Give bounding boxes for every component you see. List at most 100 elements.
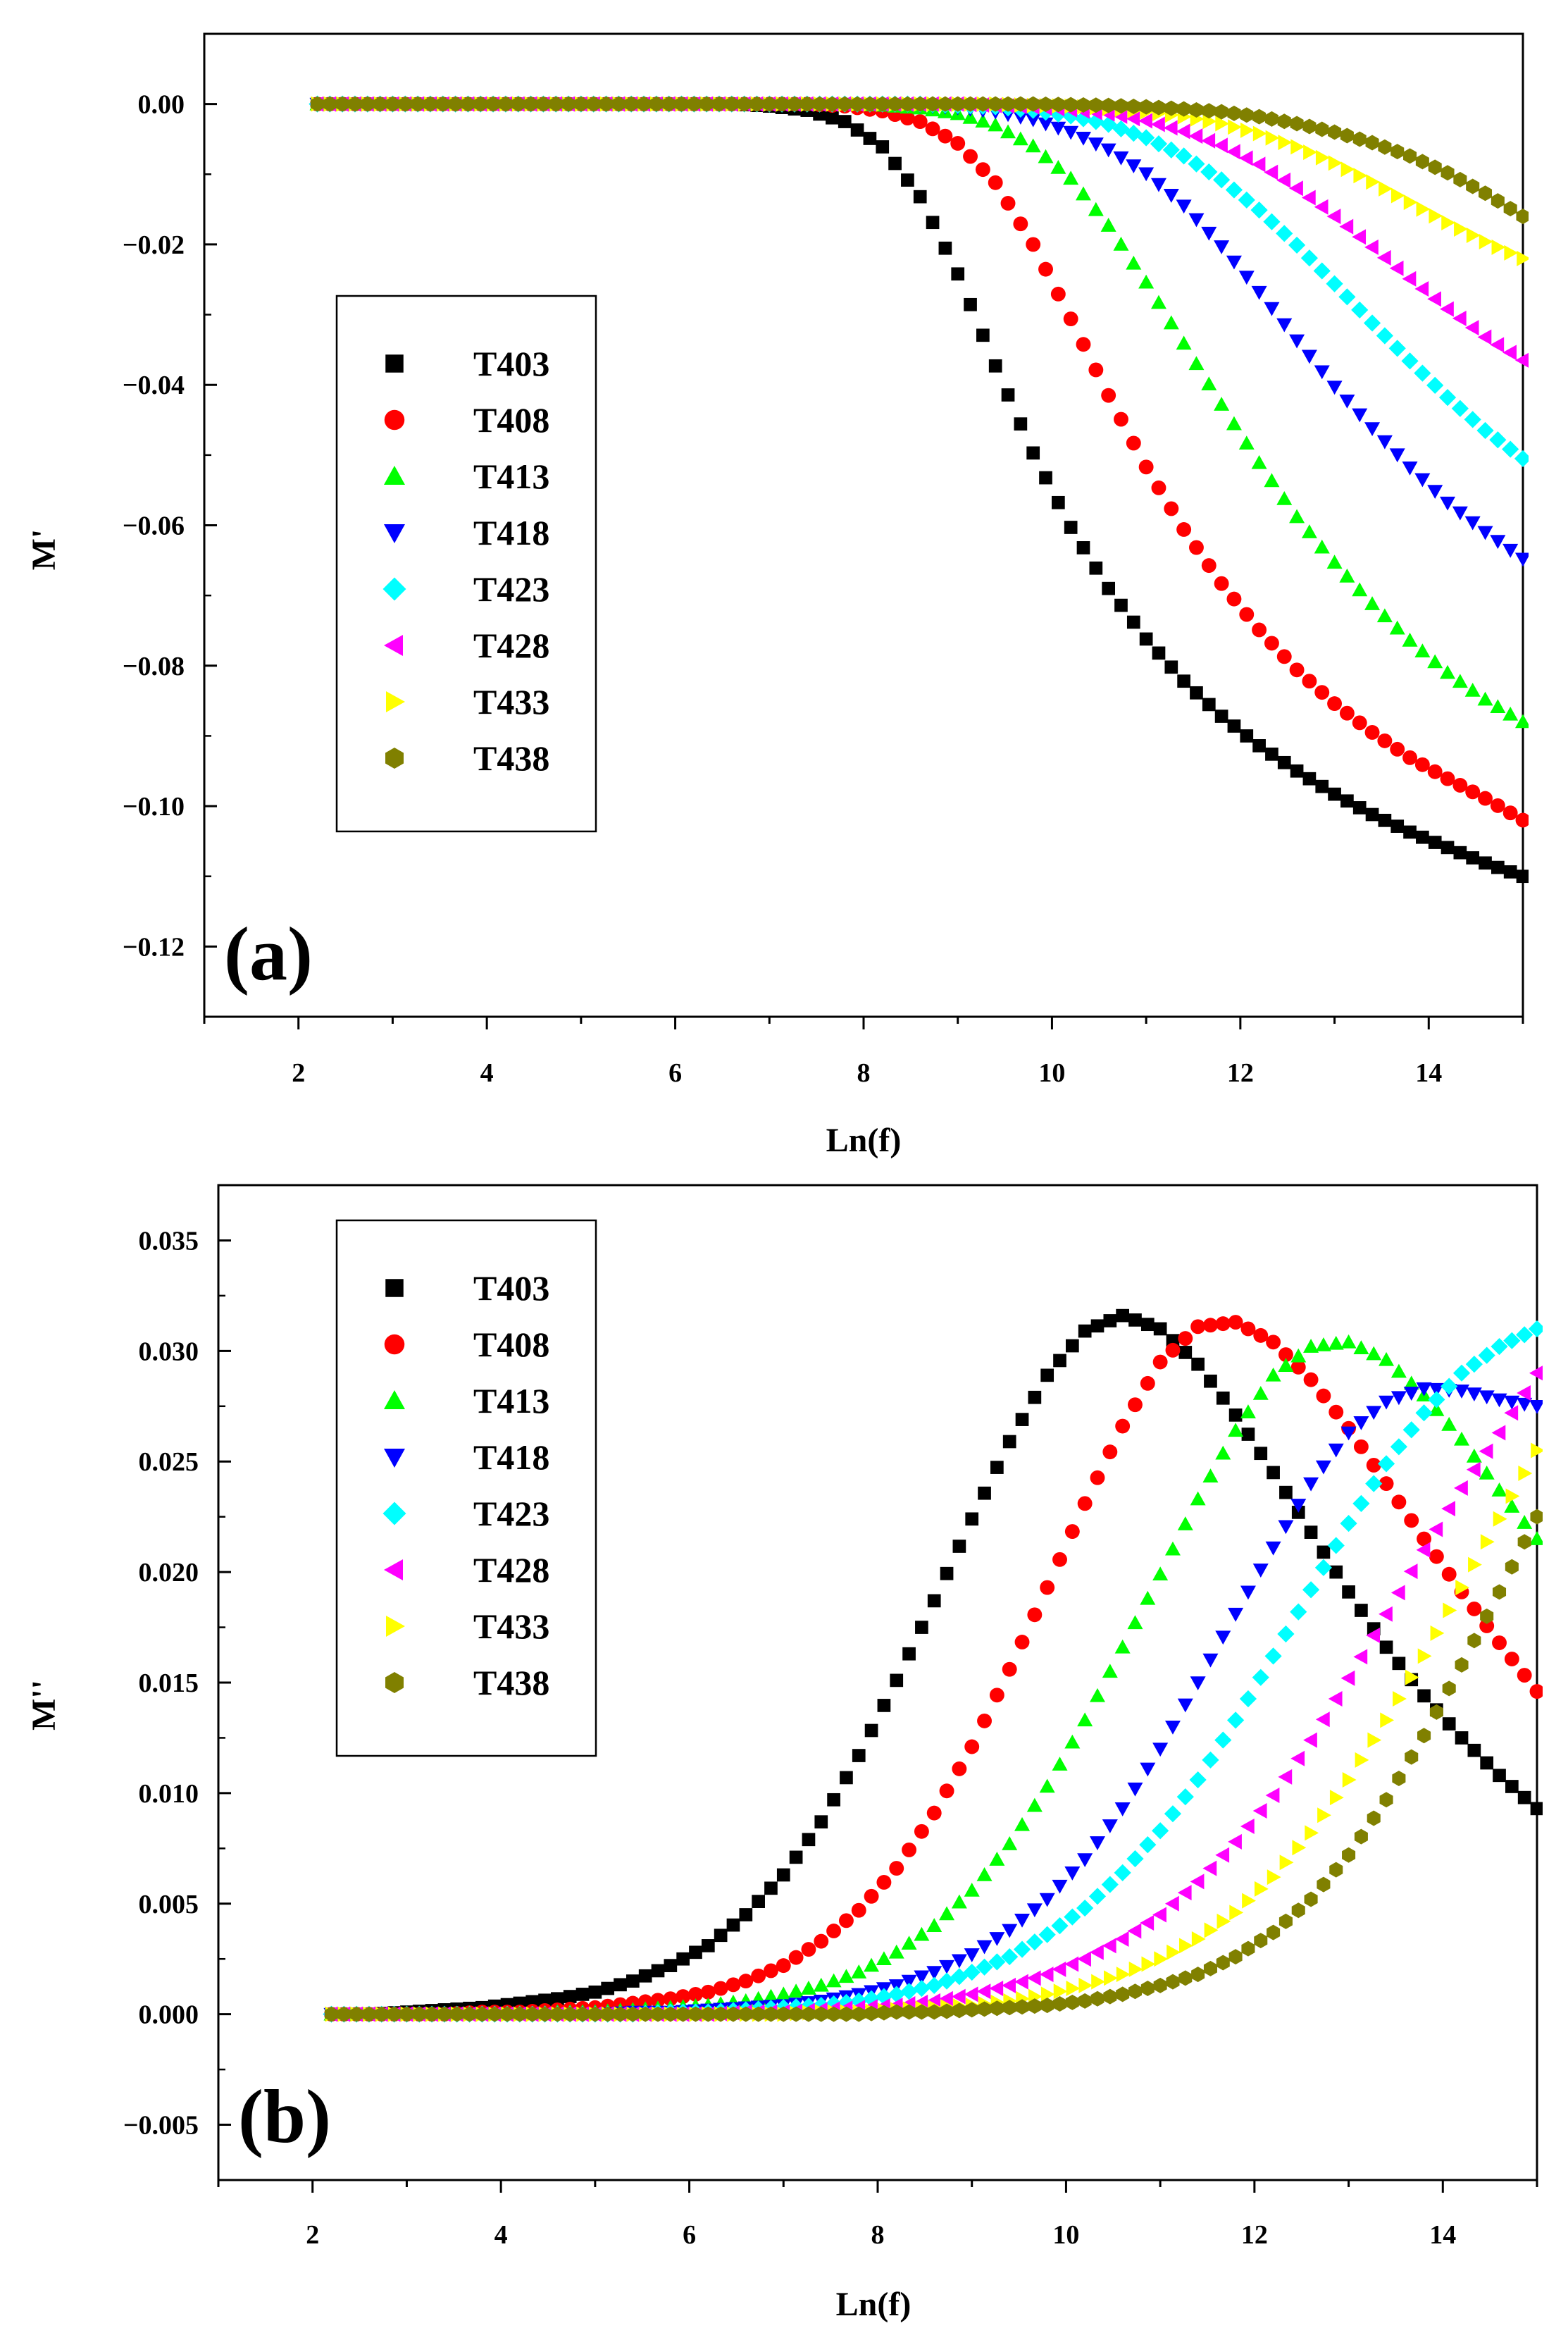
data-point bbox=[1490, 337, 1505, 353]
data-point bbox=[1289, 662, 1305, 678]
data-point bbox=[1175, 147, 1193, 165]
data-point bbox=[1026, 1933, 1043, 1951]
data-point bbox=[486, 96, 500, 112]
data-point bbox=[927, 1594, 941, 1608]
panel-a-legend-box bbox=[335, 295, 597, 833]
plot-area bbox=[323, 1308, 1543, 2023]
data-point bbox=[864, 1723, 878, 1738]
data-point bbox=[1502, 706, 1519, 721]
data-point bbox=[988, 96, 1002, 112]
data-point bbox=[1517, 1385, 1531, 1401]
data-point bbox=[1493, 1769, 1506, 1783]
data-point bbox=[914, 1970, 930, 1985]
x-tick-label: 2 bbox=[306, 2220, 319, 2250]
data-point bbox=[989, 1688, 1004, 1703]
data-point bbox=[1302, 772, 1317, 786]
data-point bbox=[1152, 1822, 1169, 1840]
data-point bbox=[1040, 1580, 1055, 1595]
legend-entry-T438: T438 bbox=[385, 1663, 549, 1702]
data-point bbox=[674, 96, 689, 112]
data-point bbox=[1163, 315, 1179, 330]
data-point bbox=[1315, 1711, 1330, 1728]
data-point bbox=[1352, 582, 1368, 597]
data-point bbox=[739, 1908, 753, 1921]
y-tick-label: 0.00 bbox=[138, 90, 185, 120]
data-point bbox=[1364, 422, 1381, 436]
data-point bbox=[1090, 1944, 1104, 1960]
data-point bbox=[1000, 124, 1016, 139]
data-point bbox=[1504, 1652, 1519, 1666]
data-point bbox=[1355, 1604, 1368, 1617]
data-point bbox=[1517, 1668, 1532, 1683]
data-point bbox=[1077, 1712, 1093, 1727]
data-point bbox=[951, 1988, 966, 2005]
data-point bbox=[1303, 1372, 1319, 1387]
data-point bbox=[373, 96, 387, 112]
data-point bbox=[1428, 836, 1442, 849]
data-point bbox=[1213, 171, 1231, 189]
data-point bbox=[1114, 1639, 1131, 1654]
panel-b-data-points bbox=[323, 1308, 1543, 2023]
data-point bbox=[1353, 1649, 1368, 1665]
y-tick-label: 0.030 bbox=[139, 1337, 199, 1366]
data-point bbox=[1252, 109, 1267, 125]
panel-a-x-axis: 2 4 6 8 10 12 14 bbox=[203, 1017, 1524, 1088]
data-point bbox=[739, 2006, 753, 2022]
data-point bbox=[1226, 591, 1242, 607]
data-point bbox=[1203, 1318, 1218, 1333]
data-point bbox=[1377, 1455, 1395, 1473]
data-point bbox=[1189, 101, 1203, 118]
panel-b-modulus-imaginary: 0.035 0.030 0.025 0.020 0.015 0.010 0.005 0.000… bbox=[25, 1184, 1543, 2323]
x-tick-label: 4 bbox=[480, 1058, 494, 1088]
data-point bbox=[989, 1932, 1005, 1946]
data-point bbox=[613, 2006, 628, 2022]
data-point bbox=[1113, 151, 1129, 166]
data-point bbox=[1138, 113, 1152, 129]
data-point bbox=[1464, 320, 1479, 336]
data-point bbox=[1189, 1771, 1207, 1789]
data-point bbox=[1491, 1337, 1508, 1356]
data-point bbox=[826, 1924, 842, 1938]
data-point bbox=[1139, 632, 1153, 646]
data-point bbox=[650, 1993, 666, 2008]
data-point bbox=[1367, 1810, 1381, 1826]
data-point bbox=[1252, 1564, 1269, 1578]
data-point bbox=[1263, 213, 1281, 230]
data-point bbox=[1428, 1391, 1445, 1408]
data-point bbox=[1115, 1418, 1131, 1434]
data-point bbox=[601, 2006, 615, 2022]
data-point bbox=[1504, 1405, 1519, 1421]
data-point bbox=[1365, 1475, 1383, 1492]
data-point bbox=[1376, 435, 1393, 450]
data-point bbox=[1190, 686, 1203, 700]
data-point bbox=[1502, 440, 1519, 458]
data-point bbox=[1028, 1390, 1042, 1404]
data-point bbox=[877, 1699, 891, 1712]
data-point bbox=[1126, 255, 1142, 270]
data-point bbox=[1191, 1967, 1205, 1983]
data-point bbox=[1103, 1314, 1117, 1327]
data-point bbox=[1491, 1393, 1507, 1408]
data-point bbox=[826, 111, 839, 125]
data-point bbox=[664, 2006, 678, 2022]
data-point bbox=[1379, 1351, 1395, 1366]
data-point bbox=[412, 2006, 426, 2022]
data-point bbox=[1225, 181, 1243, 199]
data-point bbox=[1377, 733, 1393, 748]
data-point bbox=[1238, 435, 1255, 450]
data-point bbox=[1390, 144, 1405, 160]
data-point bbox=[473, 96, 487, 112]
data-point bbox=[1064, 1524, 1080, 1540]
data-point bbox=[1040, 1998, 1054, 2014]
y-tick-label: 0.025 bbox=[139, 1447, 199, 1477]
data-point bbox=[1492, 1635, 1507, 1650]
data-point bbox=[714, 1928, 728, 1943]
data-point bbox=[1353, 168, 1368, 184]
data-point bbox=[1228, 1315, 1243, 1330]
data-point bbox=[1114, 1802, 1131, 1816]
data-point bbox=[588, 2006, 602, 2022]
data-point bbox=[714, 2006, 728, 2022]
panel-a-y-axis: 0.00 −0.02 −0.04 −0.06 −0.08 −0.10 −0.12 bbox=[123, 90, 217, 962]
data-point bbox=[950, 135, 966, 151]
data-point bbox=[1240, 1818, 1255, 1834]
